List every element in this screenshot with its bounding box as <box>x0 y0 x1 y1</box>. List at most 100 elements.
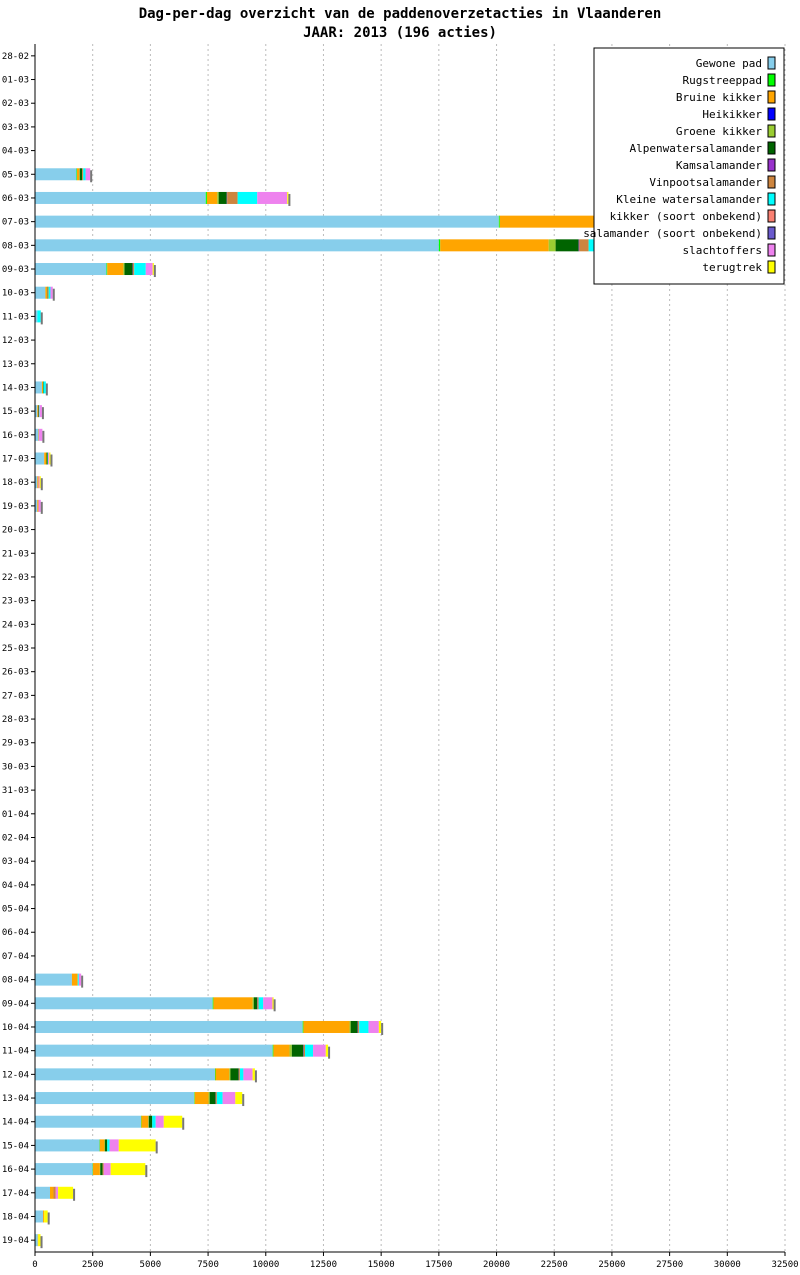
legend-swatch <box>767 56 776 70</box>
bar-segment <box>35 476 38 489</box>
bar-shadow <box>328 1046 331 1059</box>
bar-shadow <box>242 1094 245 1107</box>
bar-segment <box>227 191 238 204</box>
y-tick-label: 26-03 <box>2 668 29 678</box>
bar-segment <box>35 286 46 299</box>
legend-swatch <box>767 141 776 155</box>
bar-segment <box>349 1020 351 1033</box>
bar-segment <box>35 239 439 252</box>
legend-label: terugtrek <box>702 261 762 274</box>
bar-segment <box>35 1044 273 1057</box>
bar-shadow <box>47 1212 50 1225</box>
y-tick-label: 19-04 <box>2 1236 29 1246</box>
legend-swatch <box>767 73 776 87</box>
y-tick-label: 30-03 <box>2 762 29 772</box>
bar-segment <box>41 381 44 394</box>
x-tick-label: 27500 <box>656 1260 683 1270</box>
bar-segment <box>303 1044 305 1057</box>
bar-segment <box>38 1234 41 1247</box>
bar-segment <box>50 286 53 299</box>
bar-segment <box>243 1068 253 1081</box>
legend-label: Kamsalamander <box>676 159 762 172</box>
bar-segment <box>107 263 124 276</box>
bar-segment <box>217 191 219 204</box>
legend-swatch <box>767 107 776 121</box>
legend-swatch <box>767 243 776 257</box>
legend-label: Alpenwatersalamander <box>630 142 763 155</box>
bar-segment <box>47 286 48 299</box>
bar-segment <box>37 499 39 512</box>
bar-segment <box>368 1020 379 1033</box>
legend-label: Kleine watersalamander <box>616 193 762 206</box>
bar-segment <box>289 1044 292 1057</box>
bar-segment <box>229 1068 231 1081</box>
bar-shadow <box>40 1236 43 1249</box>
chart-title: Dag-per-dag overzicht van de paddenoverz… <box>139 6 662 22</box>
bar-segment <box>555 239 579 252</box>
y-tick-label: 10-03 <box>2 289 29 299</box>
bar-segment <box>213 997 253 1010</box>
bar-segment <box>378 1020 382 1033</box>
bar-segment <box>291 1044 304 1057</box>
bar-segment <box>104 1139 105 1152</box>
bar-segment <box>35 215 499 228</box>
y-tick-label: 16-04 <box>2 1165 29 1175</box>
y-tick-label: 22-03 <box>2 573 29 583</box>
bar-segment <box>215 1068 216 1081</box>
bar-segment <box>92 1163 100 1176</box>
x-tick-label: 5000 <box>140 1260 162 1270</box>
bar-segment <box>498 215 500 228</box>
legend-label: Gewone pad <box>696 57 762 70</box>
bar-segment <box>37 476 39 489</box>
bar-segment <box>83 168 86 181</box>
y-tick-label: 15-03 <box>2 407 29 417</box>
bar-shadow <box>145 1165 148 1178</box>
bar-segment <box>35 499 38 512</box>
bar-segment <box>53 1186 56 1199</box>
bar-segment <box>209 1092 216 1105</box>
bar-segment <box>273 1044 290 1057</box>
y-tick-label: 06-03 <box>2 194 29 204</box>
bar-shadow <box>381 1022 384 1035</box>
bar-segment <box>272 997 274 1010</box>
bar-segment <box>39 405 42 418</box>
chart-subtitle: JAAR: 2013 (196 acties) <box>303 25 497 41</box>
bar-segment <box>78 973 82 986</box>
y-tick-label: 05-04 <box>2 905 29 915</box>
bar-segment <box>35 997 213 1010</box>
y-tick-label: 17-03 <box>2 455 29 465</box>
x-tick-label: 7500 <box>197 1260 219 1270</box>
bar-shadow <box>40 312 43 325</box>
legend-swatch <box>767 209 776 223</box>
legend-box <box>593 47 785 285</box>
bar-segment <box>35 405 38 418</box>
bar-segment <box>212 997 214 1010</box>
bar-shadow <box>41 407 44 420</box>
bar-segment <box>85 168 91 181</box>
bars <box>35 168 703 1249</box>
bar-shadow <box>40 478 43 491</box>
x-tick-label: 2500 <box>82 1260 104 1270</box>
bar-segment <box>58 1186 74 1199</box>
bar-segment <box>215 1092 217 1105</box>
bar-segment <box>37 405 38 418</box>
bar-segment <box>46 452 48 465</box>
bar-shadow <box>153 265 156 278</box>
bar-segment <box>548 239 556 252</box>
legend-label: salamander (soort onbekend) <box>583 227 762 240</box>
bar-segment <box>208 1092 210 1105</box>
bar-segment <box>107 1139 110 1152</box>
y-tick-label: 21-03 <box>2 549 29 559</box>
bar-segment <box>152 263 154 276</box>
bar-shadow <box>273 999 276 1012</box>
legend-swatch <box>767 260 776 274</box>
bar-segment <box>35 973 72 986</box>
bar-segment <box>35 263 107 276</box>
x-tick-label: 25000 <box>598 1260 625 1270</box>
y-tick-label: 29-03 <box>2 739 29 749</box>
y-tick-label: 27-03 <box>2 691 29 701</box>
bar-segment <box>359 1020 369 1033</box>
y-tick-label: 14-03 <box>2 383 29 393</box>
y-tick-label: 05-03 <box>2 170 29 180</box>
